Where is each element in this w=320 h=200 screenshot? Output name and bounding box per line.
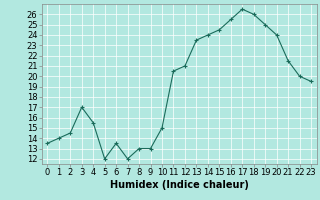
X-axis label: Humidex (Indice chaleur): Humidex (Indice chaleur) <box>110 180 249 190</box>
